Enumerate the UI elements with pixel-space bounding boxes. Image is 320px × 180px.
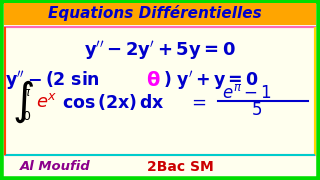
Text: $\pi$: $\pi$ bbox=[22, 86, 31, 98]
Text: Equations Différentielles: Equations Différentielles bbox=[48, 5, 262, 21]
Text: $e^{\pi} - 1$: $e^{\pi} - 1$ bbox=[222, 84, 272, 102]
Text: $\mathbf{)\ y' + y = 0}$: $\mathbf{)\ y' + y = 0}$ bbox=[163, 69, 259, 91]
FancyBboxPatch shape bbox=[4, 157, 316, 176]
Text: Al Moufid: Al Moufid bbox=[20, 161, 90, 174]
FancyBboxPatch shape bbox=[5, 27, 315, 155]
Text: $\mathbf{\theta}$: $\mathbf{\theta}$ bbox=[146, 71, 161, 89]
Text: $\mathbf{y'' - (2\ sin\ }$: $\mathbf{y'' - (2\ sin\ }$ bbox=[5, 69, 100, 91]
Text: $\mathbf{y'' - 2y' + 5y = 0}$: $\mathbf{y'' - 2y' + 5y = 0}$ bbox=[84, 39, 236, 62]
Text: $e^x$: $e^x$ bbox=[36, 93, 58, 111]
FancyBboxPatch shape bbox=[4, 3, 316, 25]
Text: $0$: $0$ bbox=[22, 109, 31, 123]
Text: $5$: $5$ bbox=[252, 101, 262, 119]
Text: 2Bac SM: 2Bac SM bbox=[147, 160, 213, 174]
Text: $=$: $=$ bbox=[188, 93, 207, 111]
Text: $\mathbf{cos\,(2x)\,dx}$: $\mathbf{cos\,(2x)\,dx}$ bbox=[62, 92, 165, 112]
Text: $\int$: $\int$ bbox=[12, 79, 34, 125]
